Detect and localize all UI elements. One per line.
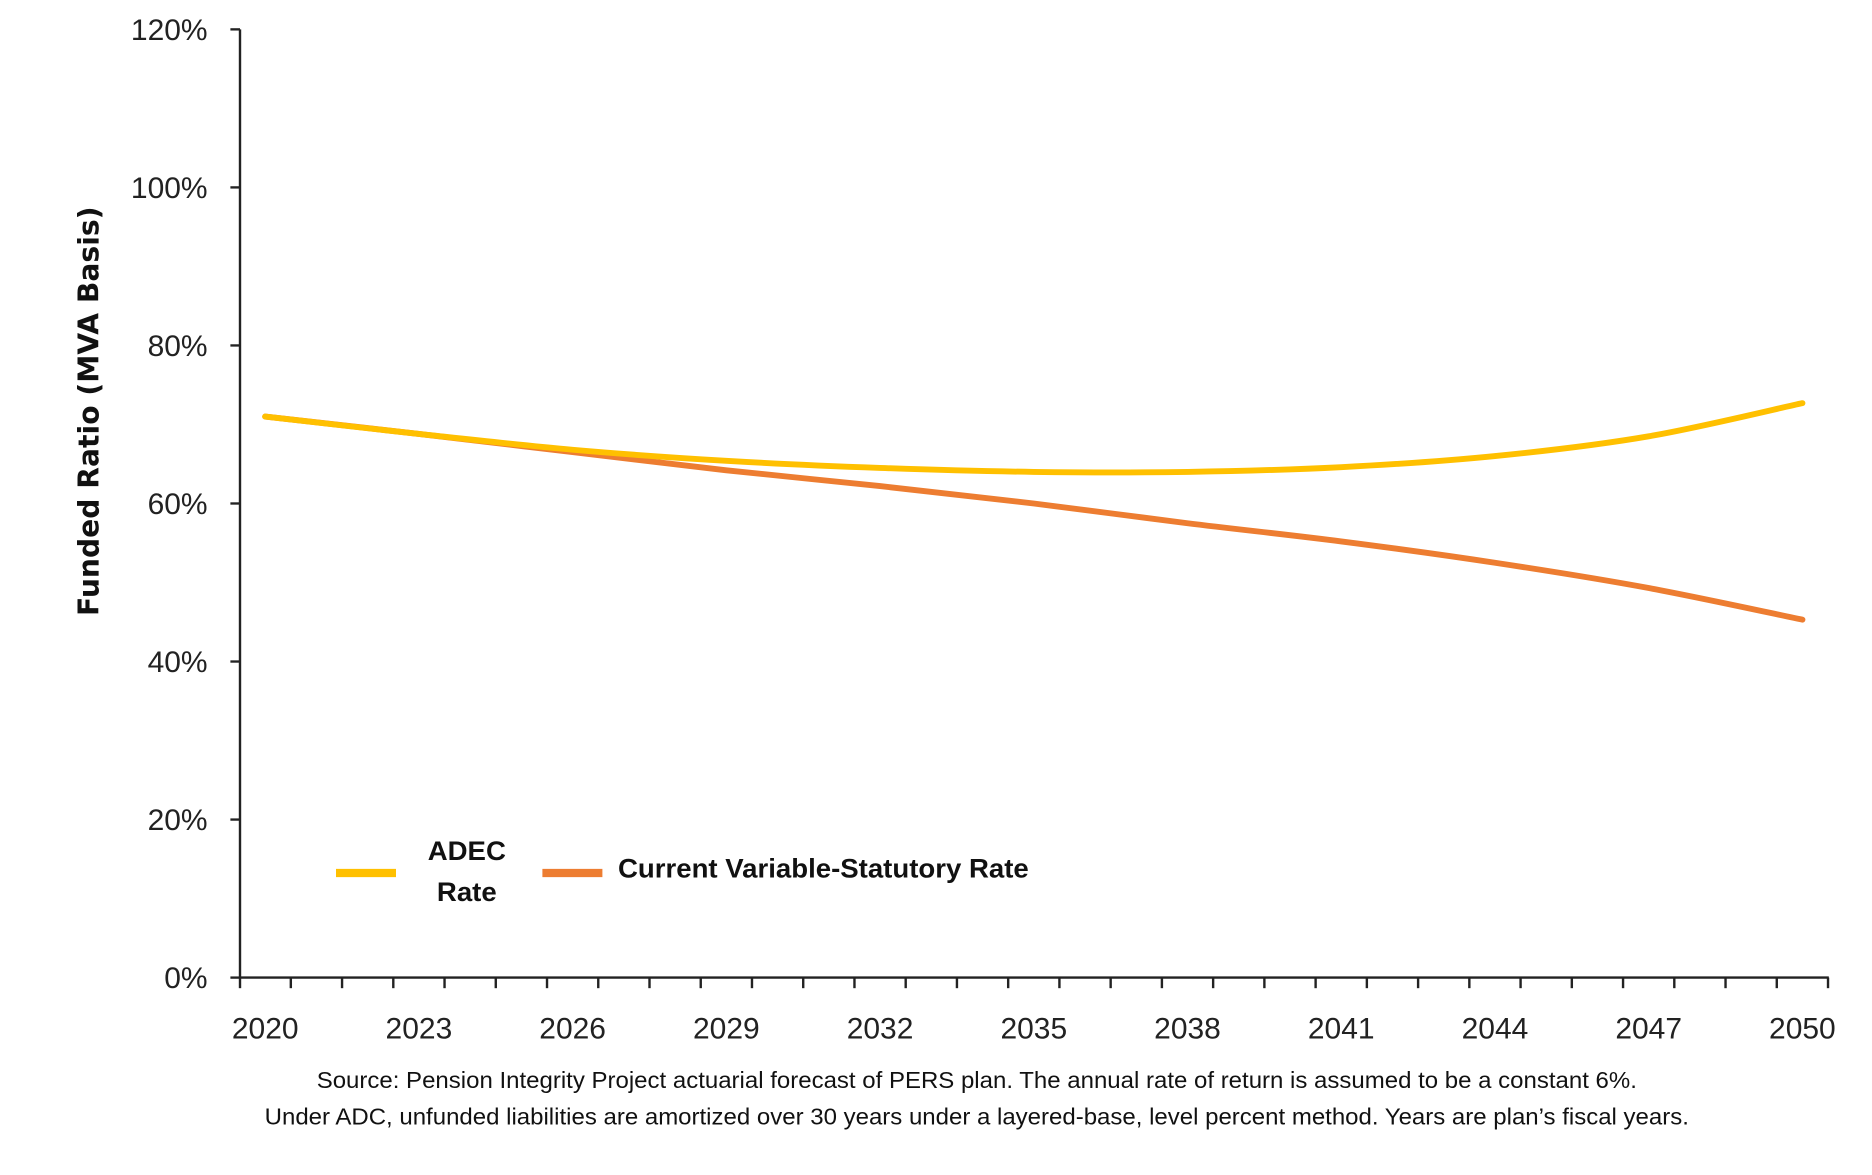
x-tick-label: 2020 (232, 1013, 299, 1046)
source-note-line1: Source: Pension Integrity Project actuar… (317, 1067, 1637, 1094)
series-line-adec-rate (262, 400, 1806, 476)
y-tick-label: 20% (148, 804, 208, 837)
x-tick-label: 2035 (1000, 1013, 1067, 1046)
x-tick-label: 2044 (1462, 1013, 1529, 1046)
y-tick-label: 120% (131, 14, 208, 47)
y-tick-label: 40% (148, 646, 208, 679)
x-tick-label: 2041 (1308, 1013, 1375, 1046)
x-tick-label: 2029 (693, 1013, 760, 1046)
x-tick-label: 2050 (1769, 1013, 1836, 1046)
y-tick-label: 60% (148, 488, 208, 521)
x-tick-label: 2023 (386, 1013, 453, 1046)
x-tick-label: 2032 (847, 1013, 914, 1046)
axes: 0% 20% 40% 60% 80% 100% 120% 2020 2023 2026 2029 20… (131, 14, 1836, 1045)
x-tick-label: 2047 (1615, 1013, 1682, 1046)
series-group (262, 400, 1806, 623)
y-tick-label: 0% (164, 962, 207, 995)
x-tick-label: 2038 (1154, 1013, 1221, 1046)
legend: ADEC Rate Current Variable-Statutory Rat… (336, 835, 1029, 907)
x-tick-label: 2026 (539, 1013, 606, 1046)
legend-label-current: Current Variable-Statutory Rate (618, 853, 1029, 884)
y-axis-label: Funded Ratio (MVA Basis) (72, 206, 105, 616)
y-tick-label: 100% (131, 172, 208, 205)
legend-label-adec-line1: ADEC (428, 835, 506, 866)
legend-label-adec-line2: Rate (437, 876, 497, 907)
y-tick-label: 80% (148, 330, 208, 363)
source-note-line2: Under ADC, unfunded liabilities are amor… (265, 1104, 1689, 1131)
